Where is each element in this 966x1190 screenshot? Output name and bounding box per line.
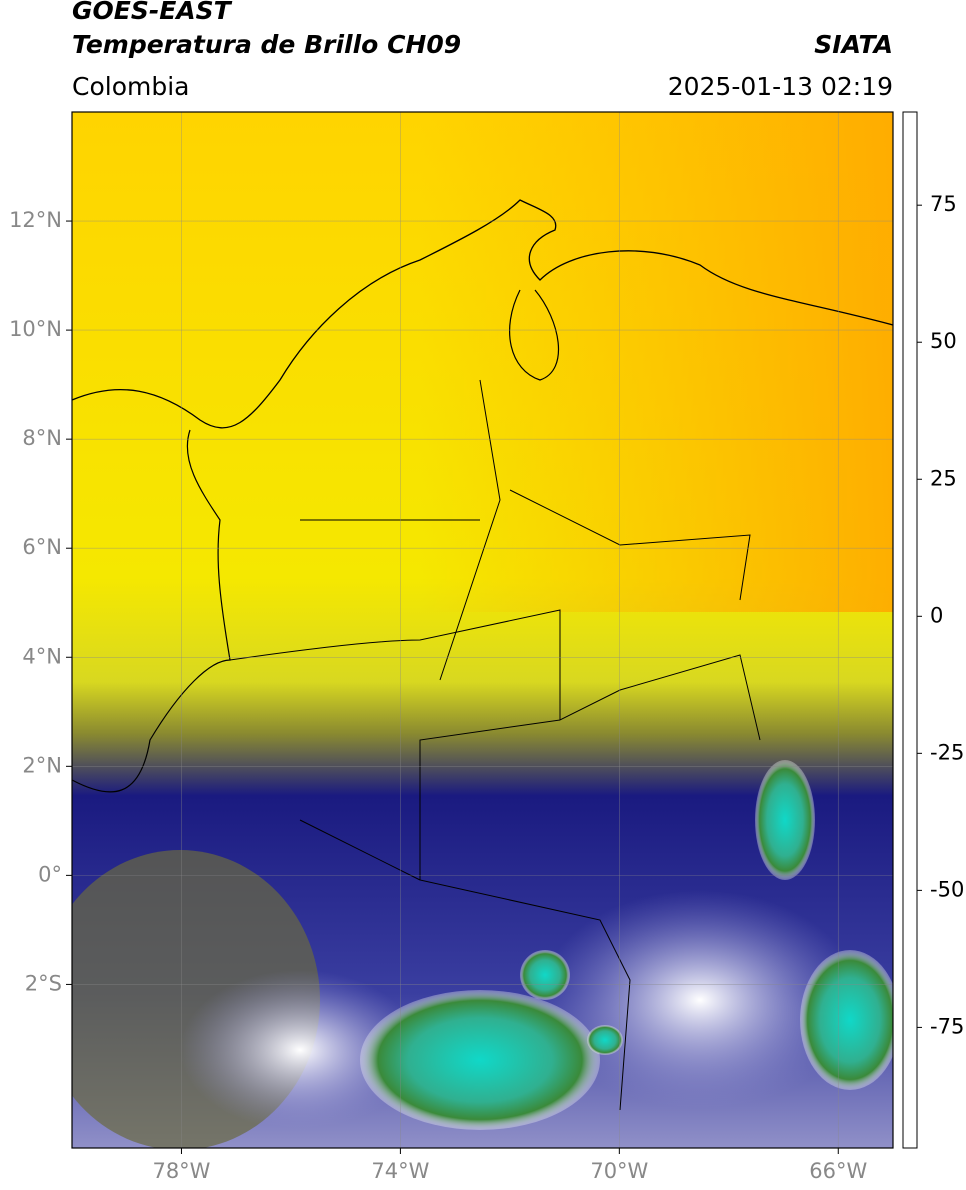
y-tick-label: 2°S [25, 971, 62, 995]
colorbar [902, 111, 918, 1149]
y-tick-label: 12°N [9, 208, 62, 232]
x-tick-label: 70°W [590, 1159, 648, 1183]
lake-maracaibo [509, 289, 560, 381]
x-tick-label: 66°W [809, 1159, 867, 1183]
y-tick-label: 10°N [9, 317, 62, 341]
y-tick-label: 6°N [22, 535, 62, 559]
map-frame [71, 111, 894, 1149]
colorbar-tick-label: 0 [930, 603, 943, 627]
source: SIATA [814, 30, 893, 59]
timestamp: 2025-01-13 02:19 [667, 72, 893, 101]
x-tick-label: 78°W [152, 1159, 210, 1183]
coastline [72, 199, 893, 429]
y-tick-label: 8°N [22, 426, 62, 450]
colorbar-tick-label: -25 [930, 740, 964, 764]
colorbar-tick-label: -50 [930, 877, 964, 901]
satellite-image [72, 112, 893, 1148]
y-tick-label: 4°N [22, 644, 62, 668]
colorbar-tick-label: 50 [930, 329, 957, 353]
colorbar-tick-label: 75 [930, 192, 957, 216]
borders [229, 379, 761, 1111]
title: GOES-EAST [72, 0, 231, 25]
y-tick-label: 2°N [22, 753, 62, 777]
y-tick-label: 0° [38, 862, 62, 886]
colorbar-tick-label: -75 [930, 1014, 964, 1038]
x-tick-label: 74°W [371, 1159, 429, 1183]
region: Colombia [72, 72, 190, 101]
subtitle: Temperatura de Brillo CH09 [72, 30, 462, 59]
colorbar-tick-label: 25 [930, 466, 957, 490]
